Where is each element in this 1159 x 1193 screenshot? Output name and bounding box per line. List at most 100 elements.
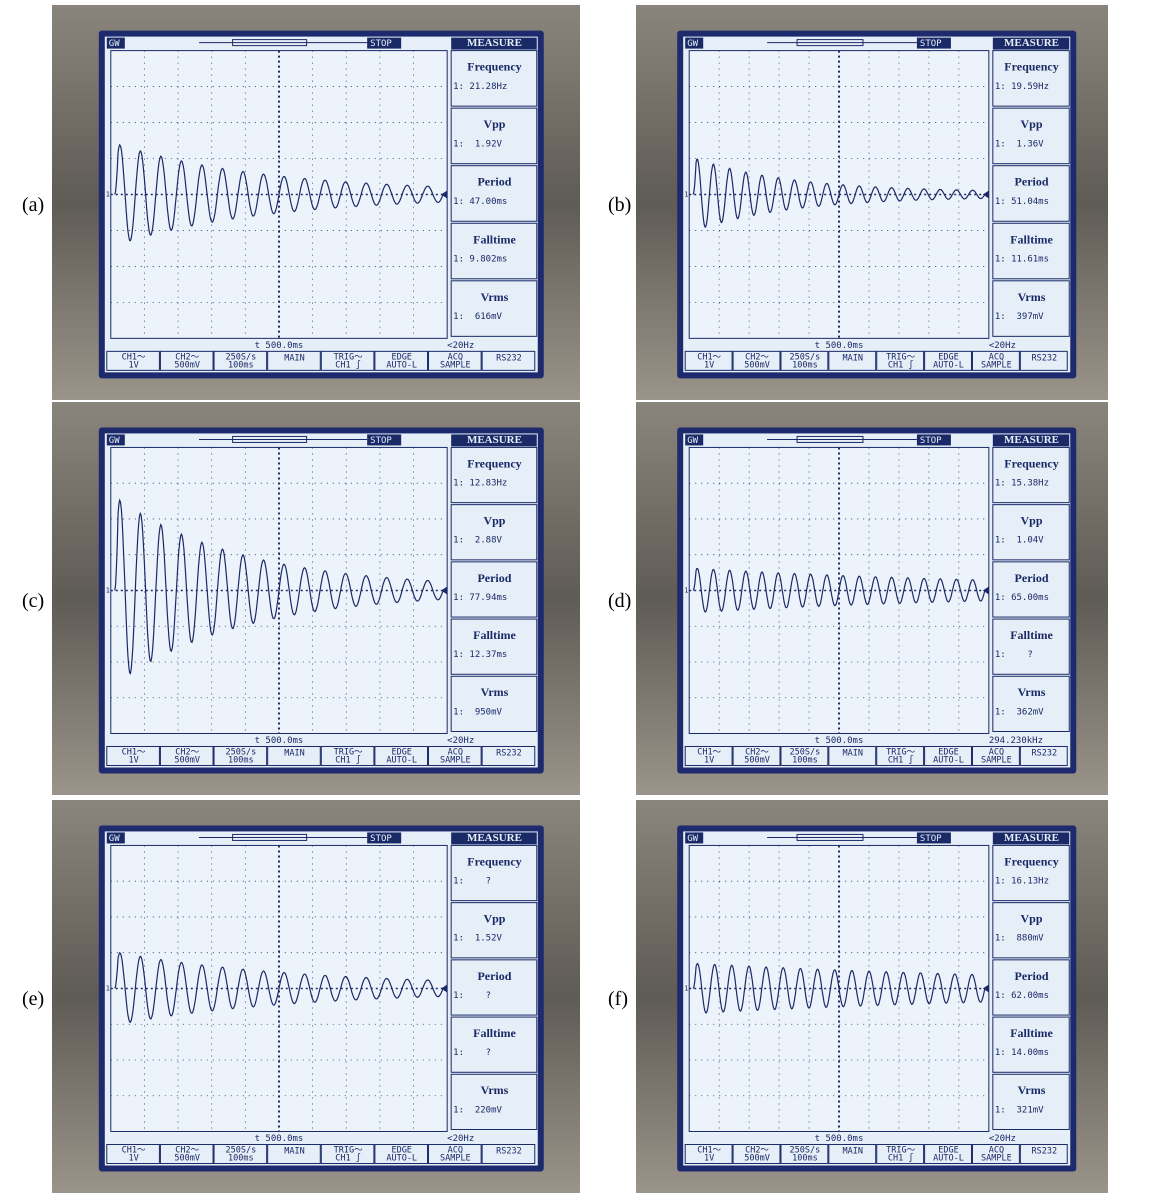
status-text: RS232	[1032, 354, 1058, 364]
measure-value: 1: 19.59Hz	[995, 82, 1049, 92]
channel-marker: 1	[106, 586, 110, 594]
measure-name: Vpp	[1021, 912, 1043, 926]
measure-name: Frequency	[1004, 854, 1058, 868]
panel-label: (d)	[608, 590, 631, 612]
panel-label: (c)	[22, 590, 44, 612]
measure-value: 1: 12.37ms	[453, 650, 507, 660]
status-text: RS232	[496, 1147, 522, 1157]
status-text: SAMPLE	[981, 756, 1012, 766]
status-text: 1V	[704, 1154, 714, 1164]
status: STOP	[920, 39, 942, 49]
brand: GW	[687, 39, 698, 49]
brand: GW	[687, 436, 698, 446]
measure-name: Vpp	[483, 912, 505, 926]
status-text: MAIN	[843, 1147, 863, 1157]
status: STOP	[370, 39, 392, 49]
measure-value: 1: 1.92V	[453, 139, 502, 149]
measure-value: 1: ?	[995, 650, 1033, 660]
status-text: MAIN	[843, 749, 863, 759]
channel-marker: 1	[684, 190, 688, 198]
status-text: 100ms	[228, 361, 254, 371]
measure-name: Vpp	[1021, 117, 1043, 131]
measure-value: 1: 12.83Hz	[453, 478, 507, 488]
status-text: AUTO-L	[933, 361, 964, 371]
oscilloscope-photo: GWSTOPMEASURE1Frequency1: 19.59HzVpp1: 1…	[636, 5, 1108, 400]
measure-name: Frequency	[1004, 456, 1058, 470]
status-text: AUTO-L	[386, 1154, 417, 1164]
trigger-frequency: 294.230kHz	[989, 736, 1043, 746]
measure-name: Falltime	[1010, 232, 1053, 246]
menu-title: MEASURE	[467, 832, 522, 844]
measure-name: Period	[477, 571, 511, 585]
status-text: 500mV	[744, 756, 770, 766]
measure-value: 1: 1.36V	[995, 139, 1044, 149]
panel-label: (f)	[608, 988, 628, 1010]
measure-name: Frequency	[467, 456, 521, 470]
timebase: t 500.0ms	[255, 1134, 304, 1144]
menu-title: MEASURE	[467, 37, 522, 49]
status-text: 100ms	[228, 1154, 254, 1164]
measure-value: 1: ?	[453, 991, 491, 1001]
status-text: RS232	[1032, 749, 1058, 759]
channel-marker: 1	[684, 984, 688, 992]
oscilloscope-photo: GWSTOPMEASURE1Frequency1: 15.38HzVpp1: 1…	[636, 402, 1108, 795]
oscilloscope-photo: GWSTOPMEASURE1Frequency1: 12.83HzVpp1: 2…	[52, 402, 580, 795]
status-text: 500mV	[744, 1154, 770, 1164]
menu-title: MEASURE	[1004, 37, 1059, 49]
measure-value: 1: 16.13Hz	[995, 876, 1049, 886]
measure-name: Vrms	[1018, 685, 1046, 699]
oscilloscope-photo: GWSTOPMEASURE1Frequency1: ?Vpp1: 1.52VPe…	[52, 800, 580, 1193]
measure-value: 1: 47.00ms	[453, 197, 507, 207]
trigger-frequency: <20Hz	[447, 1134, 474, 1144]
figure: (a)GWSTOPMEASURE1Frequency1: 21.28HzVpp1…	[0, 0, 1159, 1193]
status-text: 100ms	[792, 361, 818, 371]
measure-name: Frequency	[467, 854, 521, 868]
status-text: SAMPLE	[440, 361, 471, 371]
status-text: AUTO-L	[386, 756, 417, 766]
status-text: CH1 ∫	[335, 1153, 361, 1164]
menu-title: MEASURE	[467, 434, 522, 446]
measure-value: 1: 362mV	[995, 707, 1044, 717]
measure-name: Falltime	[473, 628, 516, 642]
channel-marker: 1	[106, 984, 110, 992]
status-text: MAIN	[284, 749, 304, 759]
channel-marker: 1	[684, 586, 688, 594]
status-text: CH1 ∫	[888, 1153, 914, 1164]
menu-title: MEASURE	[1004, 832, 1059, 844]
status-text: CH1 ∫	[888, 360, 914, 371]
measure-value: 1: 77.94ms	[453, 593, 507, 603]
measure-value: 1: 1.52V	[453, 934, 502, 944]
measure-name: Falltime	[473, 1026, 516, 1040]
status-text: 1V	[128, 361, 138, 371]
measure-value: 1: 62.00ms	[995, 991, 1049, 1001]
measure-name: Falltime	[473, 232, 516, 246]
timebase: t 500.0ms	[255, 341, 304, 351]
panel-label: (b)	[608, 194, 631, 216]
measure-value: 1: 51.04ms	[995, 197, 1049, 207]
status-text: 100ms	[792, 756, 818, 766]
status: STOP	[920, 834, 942, 844]
measure-value: 1: 880mV	[995, 934, 1044, 944]
measure-name: Vpp	[483, 117, 505, 131]
measure-name: Vpp	[1021, 514, 1043, 528]
status-text: MAIN	[284, 354, 304, 364]
status-text: SAMPLE	[440, 756, 471, 766]
status-text: 1V	[704, 756, 714, 766]
status-text: RS232	[1032, 1147, 1058, 1157]
status-text: MAIN	[843, 354, 863, 364]
status-text: AUTO-L	[386, 361, 417, 371]
brand: GW	[687, 834, 698, 844]
brand: GW	[109, 436, 120, 446]
status-text: 500mV	[174, 1154, 200, 1164]
status: STOP	[920, 436, 942, 446]
measure-name: Falltime	[1010, 628, 1053, 642]
oscilloscope-photo: GW STOP MEASURE 1 Frequency 1: 16.13Hz Vpp 1: 8…	[636, 800, 1108, 1193]
timebase: t 500.0ms	[815, 1134, 864, 1144]
measure-name: Period	[1015, 175, 1049, 189]
trigger-frequency: <20Hz	[447, 341, 474, 351]
status-text: 100ms	[228, 756, 254, 766]
timebase: t 500.0ms	[815, 341, 864, 351]
status-text: 1V	[128, 756, 138, 766]
measure-value: 1: 950mV	[453, 707, 502, 717]
measure-name: Vrms	[481, 1083, 509, 1097]
